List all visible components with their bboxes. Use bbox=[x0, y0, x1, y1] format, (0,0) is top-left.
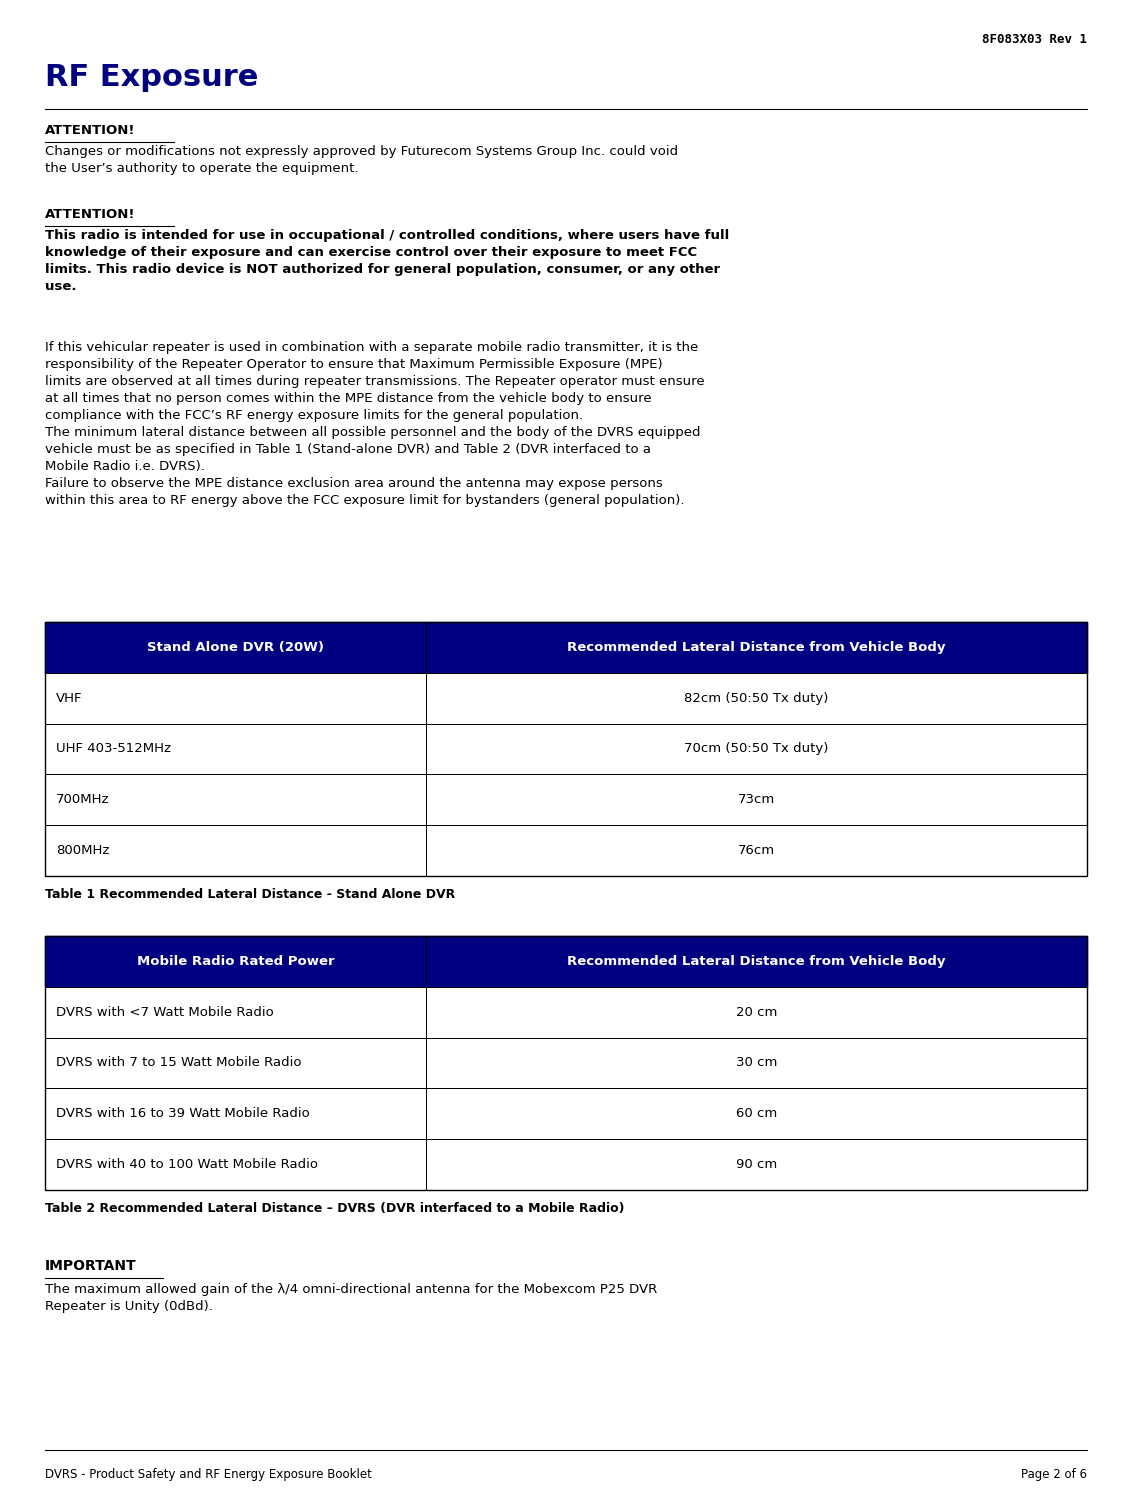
Text: Stand Alone DVR (20W): Stand Alone DVR (20W) bbox=[147, 641, 324, 653]
Text: DVRS with 16 to 39 Watt Mobile Radio: DVRS with 16 to 39 Watt Mobile Radio bbox=[56, 1108, 309, 1120]
Text: 90 cm: 90 cm bbox=[736, 1159, 777, 1171]
Text: 60 cm: 60 cm bbox=[736, 1108, 777, 1120]
Text: DVRS with <7 Watt Mobile Radio: DVRS with <7 Watt Mobile Radio bbox=[56, 1006, 274, 1018]
Text: If this vehicular repeater is used in combination with a separate mobile radio t: If this vehicular repeater is used in co… bbox=[45, 341, 704, 507]
Bar bbox=[426, 1088, 1087, 1139]
Text: 82cm (50:50 Tx duty): 82cm (50:50 Tx duty) bbox=[685, 692, 828, 704]
Text: DVRS with 7 to 15 Watt Mobile Radio: DVRS with 7 to 15 Watt Mobile Radio bbox=[56, 1057, 302, 1069]
Text: Mobile Radio Rated Power: Mobile Radio Rated Power bbox=[137, 955, 334, 967]
Bar bbox=[426, 936, 1087, 987]
Text: 30 cm: 30 cm bbox=[736, 1057, 777, 1069]
Text: Recommended Lateral Distance from Vehicle Body: Recommended Lateral Distance from Vehicl… bbox=[567, 955, 946, 967]
Bar bbox=[45, 1088, 426, 1139]
Bar bbox=[45, 1139, 426, 1190]
Text: Table 1 Recommended Lateral Distance - Stand Alone DVR: Table 1 Recommended Lateral Distance - S… bbox=[45, 888, 455, 901]
Bar bbox=[45, 987, 426, 1038]
Bar bbox=[45, 673, 426, 724]
Text: Recommended Lateral Distance from Vehicle Body: Recommended Lateral Distance from Vehicl… bbox=[567, 641, 946, 653]
Bar bbox=[45, 774, 426, 825]
Bar bbox=[45, 825, 426, 876]
Text: ATTENTION!: ATTENTION! bbox=[45, 124, 136, 138]
Bar bbox=[45, 1038, 426, 1088]
Text: DVRS with 40 to 100 Watt Mobile Radio: DVRS with 40 to 100 Watt Mobile Radio bbox=[56, 1159, 318, 1171]
Text: This radio is intended for use in occupational / controlled conditions, where us: This radio is intended for use in occupa… bbox=[45, 229, 729, 293]
Text: UHF 403-512MHz: UHF 403-512MHz bbox=[56, 743, 172, 755]
Text: RF Exposure: RF Exposure bbox=[45, 63, 258, 91]
Text: Table 2 Recommended Lateral Distance – DVRS (DVR interfaced to a Mobile Radio): Table 2 Recommended Lateral Distance – D… bbox=[45, 1202, 624, 1215]
Text: Changes or modifications not expressly approved by Futurecom Systems Group Inc. : Changes or modifications not expressly a… bbox=[45, 145, 678, 175]
Text: 73cm: 73cm bbox=[738, 794, 776, 806]
Bar bbox=[426, 1139, 1087, 1190]
Bar bbox=[426, 622, 1087, 673]
Text: DVRS - Product Safety and RF Energy Exposure Booklet: DVRS - Product Safety and RF Energy Expo… bbox=[45, 1468, 372, 1482]
Bar bbox=[426, 724, 1087, 774]
Bar bbox=[45, 936, 1087, 1190]
Text: VHF: VHF bbox=[56, 692, 83, 704]
Bar bbox=[45, 622, 1087, 876]
Text: The maximum allowed gain of the λ/4 omni-directional antenna for the Mobexcom P2: The maximum allowed gain of the λ/4 omni… bbox=[45, 1283, 657, 1313]
Text: IMPORTANT: IMPORTANT bbox=[45, 1259, 137, 1272]
Bar bbox=[45, 724, 426, 774]
Bar bbox=[426, 673, 1087, 724]
Text: ATTENTION!: ATTENTION! bbox=[45, 208, 136, 221]
Text: 700MHz: 700MHz bbox=[56, 794, 110, 806]
Bar bbox=[426, 825, 1087, 876]
Bar bbox=[426, 987, 1087, 1038]
Text: Page 2 of 6: Page 2 of 6 bbox=[1021, 1468, 1087, 1482]
Text: 8F083X03 Rev 1: 8F083X03 Rev 1 bbox=[982, 33, 1087, 46]
Text: 70cm (50:50 Tx duty): 70cm (50:50 Tx duty) bbox=[685, 743, 828, 755]
Bar bbox=[45, 936, 426, 987]
Bar bbox=[45, 622, 426, 673]
Bar bbox=[426, 774, 1087, 825]
Text: 20 cm: 20 cm bbox=[736, 1006, 777, 1018]
Bar bbox=[426, 1038, 1087, 1088]
Text: 76cm: 76cm bbox=[738, 845, 776, 857]
Text: 800MHz: 800MHz bbox=[56, 845, 110, 857]
